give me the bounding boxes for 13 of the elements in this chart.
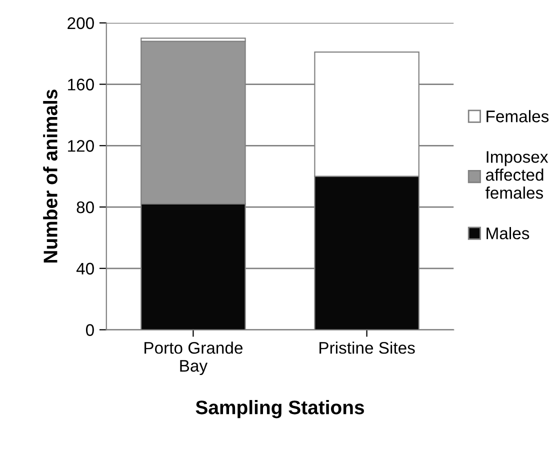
y-tick-label: 160 [68, 78, 94, 90]
legend-label: Imposex affected females [486, 151, 548, 199]
y-tick-label: 40 [76, 262, 94, 275]
y-tick-label: 120 [68, 140, 94, 152]
legend-label: Females [486, 110, 549, 122]
legend-label: Males [486, 227, 530, 240]
x-tick-label: Porto Grande Bay [144, 342, 242, 376]
y-tick-label: 200 [68, 17, 94, 30]
x-tick-label: Pristine Sites [320, 342, 415, 354]
y-axis-title: Number of animals [43, 90, 58, 263]
y-tick-label: 0 [86, 324, 94, 336]
y-tick-label: 80 [76, 201, 94, 214]
x-axis-title: Sampling Stations [196, 400, 364, 418]
